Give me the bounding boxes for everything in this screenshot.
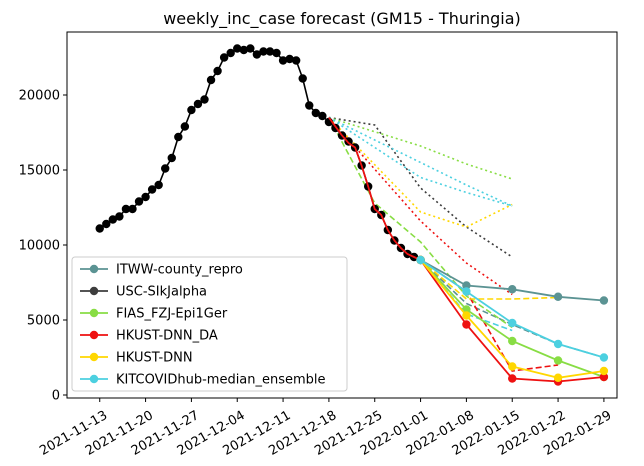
observed-point bbox=[200, 95, 209, 104]
legend-swatch-marker bbox=[89, 374, 99, 384]
series-point bbox=[508, 374, 517, 383]
series-point bbox=[599, 372, 609, 382]
observed-point bbox=[147, 185, 157, 194]
y-tick-label: 15000 bbox=[19, 164, 60, 179]
series-point bbox=[553, 373, 563, 382]
legend-label: USC-SIkJalpha bbox=[116, 285, 207, 300]
observed-point bbox=[95, 224, 104, 233]
legend-swatch-marker bbox=[89, 330, 99, 340]
x-axis: 2021-11-132021-11-202021-11-272021-12-04… bbox=[37, 398, 614, 459]
series-point bbox=[508, 362, 517, 371]
series-point bbox=[462, 287, 471, 296]
series-band-line bbox=[328, 116, 513, 207]
observed-point bbox=[167, 153, 176, 163]
observed-point bbox=[291, 56, 301, 65]
series-point bbox=[599, 366, 609, 376]
series-band-line bbox=[420, 259, 559, 300]
legend-swatch-marker bbox=[89, 264, 99, 274]
observed-point bbox=[233, 44, 242, 53]
observed-point bbox=[161, 164, 170, 173]
chart-title: weekly_inc_case forecast (GM15 - Thuring… bbox=[163, 9, 521, 29]
observed-point bbox=[115, 212, 124, 221]
legend-label: HKUST-DNN_DA bbox=[116, 329, 218, 344]
y-axis: 0 5000 10000 15000 20000 bbox=[19, 89, 67, 404]
observed-point bbox=[187, 105, 196, 115]
observed-point bbox=[174, 132, 183, 142]
observed-point bbox=[206, 75, 216, 85]
series-point bbox=[462, 311, 471, 320]
legend-swatch-marker bbox=[89, 286, 99, 296]
observed-point bbox=[128, 204, 137, 214]
legend-swatch-marker bbox=[89, 352, 99, 362]
observed-point bbox=[272, 48, 281, 58]
observed-point bbox=[102, 219, 111, 229]
observed-point bbox=[180, 122, 190, 131]
series-point bbox=[508, 318, 517, 328]
observed-point bbox=[134, 197, 144, 206]
observed-point bbox=[121, 204, 131, 214]
legend-box bbox=[71, 256, 348, 392]
series-band-line bbox=[328, 116, 513, 258]
legend-label: FIAS_FZJ-Epi1Ger bbox=[116, 307, 228, 322]
y-tick-label: 0 bbox=[52, 389, 60, 404]
y-tick-label: 10000 bbox=[19, 239, 60, 254]
series-point bbox=[416, 255, 425, 265]
observed-point bbox=[141, 192, 150, 202]
observed-point bbox=[265, 47, 275, 56]
observed-point bbox=[226, 48, 235, 58]
series-point bbox=[508, 336, 517, 346]
observed-point bbox=[108, 215, 118, 224]
observed-point bbox=[239, 45, 248, 55]
series-point bbox=[599, 353, 609, 362]
observed-point bbox=[219, 53, 229, 62]
observed-point bbox=[298, 74, 307, 83]
series-point bbox=[553, 356, 563, 365]
series-point bbox=[462, 281, 471, 290]
observed-point bbox=[252, 50, 262, 59]
observed-point bbox=[318, 111, 327, 121]
legend-swatch-marker bbox=[89, 308, 99, 318]
y-tick-label: 5000 bbox=[27, 314, 60, 329]
legend-label: KITCOVIDhub-median_ensemble bbox=[116, 373, 326, 388]
observed-point bbox=[285, 54, 294, 64]
series-point bbox=[508, 285, 517, 294]
series-band-line bbox=[328, 116, 513, 180]
series-point bbox=[599, 296, 609, 305]
observed-point bbox=[193, 99, 203, 109]
y-tick-label: 20000 bbox=[19, 89, 60, 104]
legend-label: HKUST-DNN bbox=[116, 351, 193, 366]
series-line bbox=[328, 116, 604, 383]
observed-point bbox=[305, 101, 314, 110]
series-layer bbox=[95, 44, 609, 386]
legend: ITWW-county_repro USC-SIkJalpha FIAS_FZJ-E… bbox=[71, 256, 348, 392]
legend-label: ITWW-county_repro bbox=[116, 263, 243, 278]
observed-point bbox=[278, 56, 288, 65]
observed-point bbox=[311, 108, 321, 118]
plot-frame bbox=[66, 31, 618, 399]
series-point bbox=[462, 320, 471, 329]
series-band-line bbox=[328, 117, 513, 329]
observed-point bbox=[154, 180, 163, 190]
series-band-line bbox=[328, 116, 513, 207]
observed-point bbox=[259, 47, 268, 56]
observed-point bbox=[246, 44, 255, 53]
series-band-line bbox=[328, 116, 513, 228]
observed-point bbox=[213, 66, 222, 76]
series-point bbox=[553, 339, 563, 349]
series-point bbox=[553, 292, 563, 301]
